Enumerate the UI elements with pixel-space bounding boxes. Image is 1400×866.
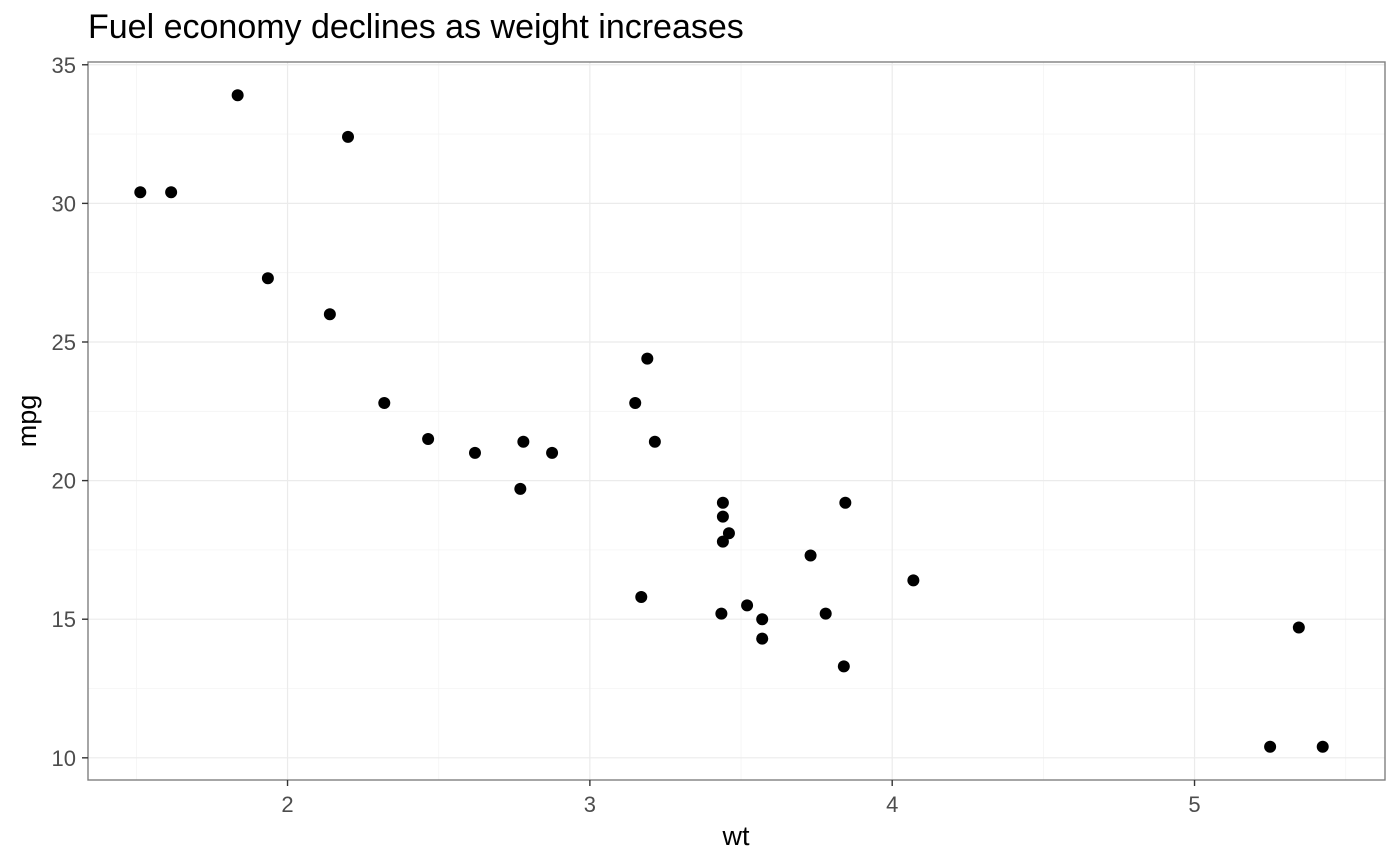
data-point bbox=[907, 574, 920, 587]
data-point bbox=[756, 632, 769, 645]
y-tick-label: 20 bbox=[52, 469, 76, 494]
data-point bbox=[715, 607, 728, 620]
data-point bbox=[422, 433, 435, 446]
data-point bbox=[716, 510, 729, 523]
data-point bbox=[756, 613, 769, 626]
data-point bbox=[804, 549, 817, 562]
data-point bbox=[641, 352, 654, 365]
y-tick-label: 25 bbox=[52, 330, 76, 355]
x-tick-label: 3 bbox=[584, 792, 596, 817]
data-point bbox=[514, 482, 527, 495]
data-point bbox=[323, 308, 336, 321]
data-point bbox=[342, 130, 355, 143]
data-point bbox=[165, 186, 178, 199]
y-tick-label: 35 bbox=[52, 53, 76, 78]
x-tick-label: 2 bbox=[281, 792, 293, 817]
data-point bbox=[722, 527, 735, 540]
data-point bbox=[839, 496, 852, 509]
data-point bbox=[378, 396, 391, 409]
data-point bbox=[648, 435, 661, 448]
x-tick-label: 4 bbox=[886, 792, 898, 817]
y-axis-label: mpg bbox=[12, 395, 42, 448]
data-point bbox=[716, 535, 729, 548]
axis-ticks: 2 3 4 5 10 15 20 25 30 35 bbox=[52, 53, 1201, 817]
data-point bbox=[468, 446, 481, 459]
data-point bbox=[629, 396, 642, 409]
data-point bbox=[819, 607, 832, 620]
grid bbox=[88, 62, 1385, 780]
data-point bbox=[517, 435, 530, 448]
y-tick-label: 10 bbox=[52, 746, 76, 771]
data-points bbox=[134, 89, 1329, 753]
y-tick-label: 15 bbox=[52, 607, 76, 632]
chart-title: Fuel economy declines as weight increase… bbox=[88, 8, 744, 46]
x-tick-label: 5 bbox=[1188, 792, 1200, 817]
data-point bbox=[837, 660, 850, 673]
data-point bbox=[1264, 740, 1277, 753]
plot-panel-border bbox=[87, 61, 1386, 781]
data-point bbox=[1316, 740, 1329, 753]
data-point bbox=[1292, 621, 1305, 634]
data-point bbox=[716, 496, 729, 509]
data-point bbox=[546, 446, 559, 459]
data-point bbox=[261, 272, 274, 285]
data-point bbox=[231, 89, 244, 102]
data-point bbox=[134, 186, 147, 199]
data-point bbox=[741, 599, 754, 612]
y-tick-label: 30 bbox=[52, 191, 76, 216]
data-point bbox=[635, 591, 648, 604]
x-axis-label: wt bbox=[722, 821, 750, 851]
